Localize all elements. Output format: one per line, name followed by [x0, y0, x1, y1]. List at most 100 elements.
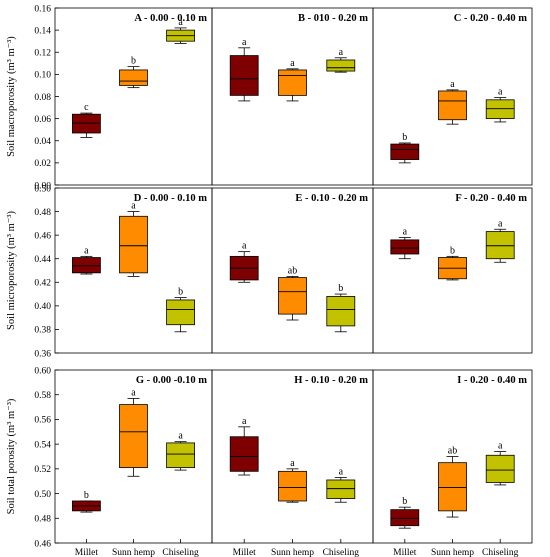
iqr-box [326, 479, 356, 499]
iqr-box [72, 113, 101, 134]
significance-letter: b [178, 287, 183, 298]
panel-g: G - 0.00 -0.10 m b a a [54, 369, 213, 544]
box-millet: a [229, 241, 259, 283]
significance-letter: ab [448, 446, 457, 457]
iqr-box [166, 442, 196, 469]
significance-letter: ab [288, 265, 297, 276]
significance-letter: b [338, 283, 343, 294]
iqr-box [119, 69, 148, 86]
panel-c: C - 0.20 - 0.40 m b a a [372, 7, 533, 186]
iqr-box [485, 454, 515, 483]
iqr-box [326, 59, 356, 72]
iqr-box [229, 436, 259, 472]
box-chiseling: b [166, 287, 196, 333]
box-millet: a [390, 227, 420, 260]
box-chiseling: a [166, 431, 196, 471]
iqr-box [438, 90, 467, 121]
box-millet: b [72, 490, 101, 513]
box-chiseling: b [326, 283, 356, 333]
y-axis-label: Soil total porosity (m³ m⁻³) [6, 398, 17, 514]
box-sunn-hemp: a [438, 79, 467, 125]
box-sunn-hemp: a [119, 201, 148, 277]
panel-title: G - 0.00 -0.10 m [136, 375, 207, 386]
y-axis-label: Soil macroporosity (m³ m⁻³) [6, 36, 17, 157]
significance-letter: a [339, 467, 344, 478]
box-sunn-hemp: a [278, 58, 307, 102]
x-category-label: Sunn hemp [112, 548, 155, 557]
y-axis-label: Soil microporosity (m³ m⁻³) [6, 211, 17, 330]
panel-title: F - 0.20 - 0.40 m [455, 193, 527, 204]
y-tick-label: 0.40 [34, 302, 51, 312]
y-tick-label: 0.36 [34, 349, 51, 359]
iqr-box [390, 239, 420, 255]
iqr-box [229, 55, 259, 96]
panel-title: C - 0.20 - 0.40 m [454, 13, 527, 24]
panel-title: A - 0.00 - 0.10 m [134, 13, 207, 24]
box-millet: b [390, 132, 420, 164]
x-axis-categories: Millet Sunn hemp Chiseling Millet Sunn hemp C… [75, 548, 519, 557]
x-category-label: Chiseling [323, 548, 360, 557]
panel-title: B - 010 - 0.20 m [298, 13, 368, 24]
x-category-label: Millet [75, 548, 99, 557]
panel-title: D - 0.00 - 0.10 m [134, 193, 207, 204]
significance-letter: a [403, 227, 408, 238]
panel-a: A - 0.00 - 0.10 m c b a [54, 7, 213, 186]
significance-letter: b [402, 496, 407, 507]
x-category-label: Chiseling [482, 548, 519, 557]
box-chiseling: a [326, 467, 356, 503]
box-chiseling: a [485, 441, 515, 486]
y-tick-label: 0.54 [34, 440, 51, 450]
row-2: 0.36 0.38 0.40 0.42 0.44 0.46 0.48 0.50 Soil mic… [6, 184, 533, 359]
y-tick-label: 0.48 [34, 515, 51, 525]
significance-letter: b [450, 245, 455, 256]
row-1: 0.00 0.02 0.04 0.06 0.08 0.10 0.12 0.14 0.16 Soil… [6, 4, 533, 191]
panel-frame [372, 187, 533, 354]
significance-letter: a [242, 37, 247, 48]
y-tick-label: 0.58 [34, 391, 51, 401]
y-tick-label: 0.06 [34, 115, 51, 125]
panel-f: F - 0.20 - 0.40 m a b a [372, 187, 533, 354]
iqr-box [166, 299, 196, 326]
iqr-box [390, 143, 420, 160]
significance-letter: a [498, 441, 503, 452]
significance-letter: a [498, 218, 503, 229]
box-millet: a [229, 416, 259, 476]
box-millet: a [72, 245, 101, 275]
significance-letter: a [242, 416, 247, 427]
panel-title: H - 0.10 - 0.20 m [294, 375, 368, 386]
panel-title: E - 0.10 - 0.20 m [295, 193, 368, 204]
y-tick-label: 0.56 [34, 416, 51, 426]
significance-letter: b [84, 490, 89, 501]
y-tick-label: 0.12 [34, 49, 51, 59]
box-sunn-hemp: b [119, 56, 148, 89]
panel-title: I - 0.20 - 0.40 m [457, 375, 527, 386]
significance-letter: a [131, 387, 136, 398]
significance-letter: c [84, 102, 89, 113]
y-tick-label: 0.60 [34, 366, 51, 376]
significance-letter: a [290, 458, 295, 469]
y-tick-label: 0.04 [34, 137, 51, 147]
x-category-label: Sunn hemp [431, 548, 474, 557]
y-tick-label: 0.46 [34, 231, 51, 241]
box-chiseling: a [326, 47, 356, 73]
panel-i: I - 0.20 - 0.40 m b ab a [372, 369, 533, 544]
box-chiseling: a [485, 218, 515, 263]
iqr-box [485, 99, 515, 120]
x-category-label: Sunn hemp [271, 548, 314, 557]
significance-letter: a [131, 201, 136, 212]
iqr-box [390, 509, 420, 527]
box-sunn-hemp: ab [438, 446, 467, 518]
box-sunn-hemp: a [278, 458, 307, 503]
y-tick-label: 0.42 [34, 279, 51, 289]
iqr-box [278, 470, 307, 502]
y-tick-label: 0.46 [34, 539, 51, 549]
box-sunn-hemp: b [438, 245, 467, 281]
significance-letter: a [178, 431, 183, 442]
box-chiseling: a [166, 17, 196, 44]
y-tick-label: 0.48 [34, 208, 51, 218]
iqr-box [119, 215, 148, 274]
y-tick-label: 0.38 [34, 326, 51, 336]
x-category-label: Millet [233, 548, 257, 557]
